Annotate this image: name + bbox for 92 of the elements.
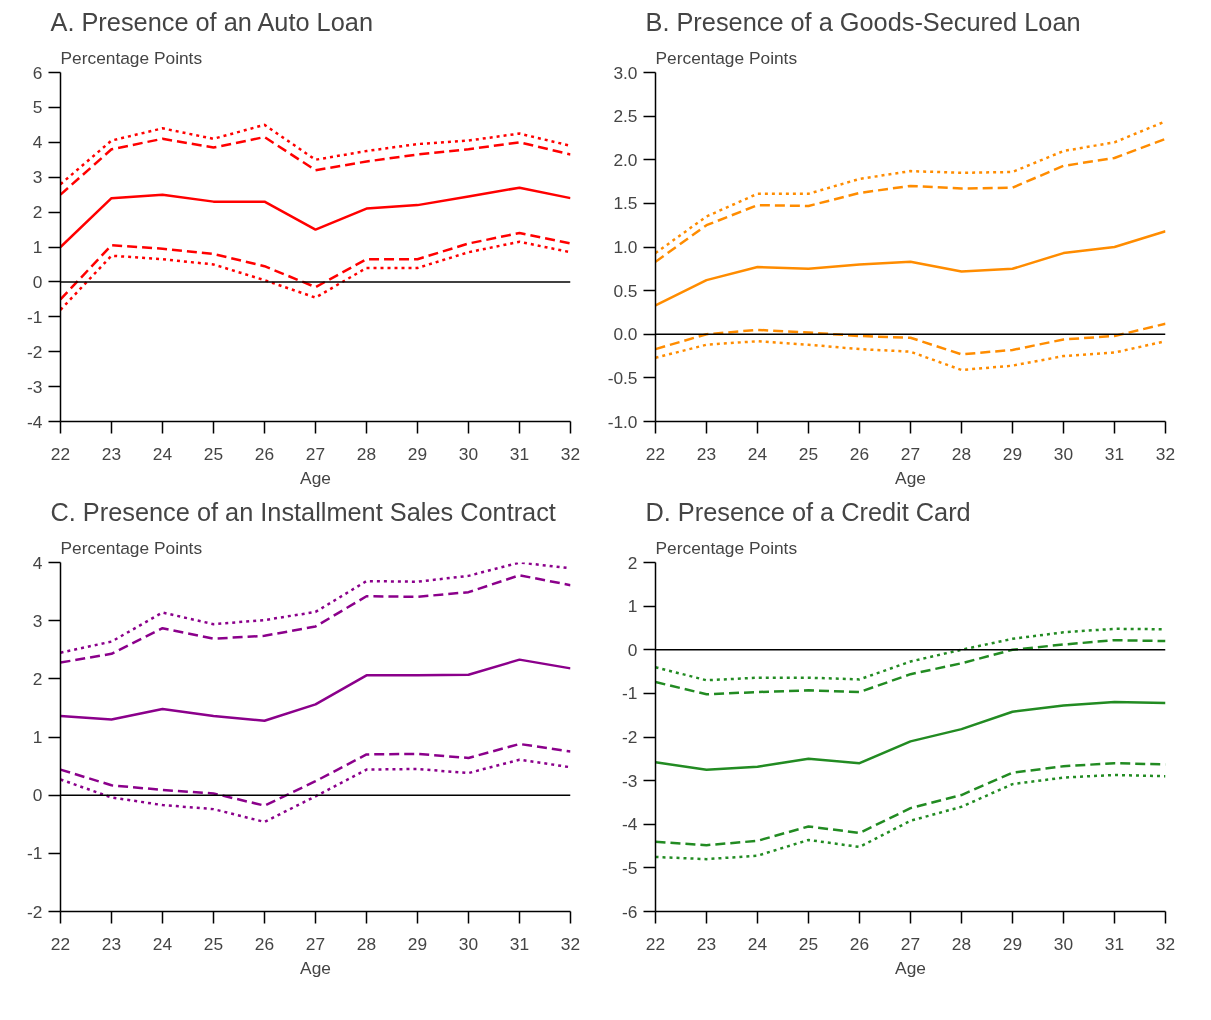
y-tick-label: 0 — [627, 639, 638, 660]
x-tick-label: 30 — [458, 933, 479, 954]
x-tick-label: 29 — [1002, 933, 1023, 954]
x-tick-label: 25 — [798, 933, 819, 954]
x-tick-label: 30 — [1053, 443, 1074, 464]
chart-title: D. Presence of a Credit Card — [645, 497, 971, 526]
y-tick-label: 4 — [32, 552, 43, 573]
x-tick-label: 31 — [1104, 933, 1125, 954]
y-tick-label: 3 — [32, 610, 43, 631]
y-tick-label: 1 — [627, 596, 638, 617]
x-tick-label: 31 — [1104, 443, 1125, 464]
x-tick-label: 23 — [696, 443, 717, 464]
x-axis-title: Age — [300, 957, 331, 978]
y-tick-label: -3 — [27, 376, 43, 397]
y-tick-label: -1 — [27, 306, 43, 327]
x-tick-label: 24 — [152, 443, 173, 464]
x-tick-label: 22 — [645, 443, 666, 464]
x-tick-label: 24 — [747, 443, 768, 464]
y-tick-label: 0.5 — [613, 280, 638, 301]
y-axis-title: Percentage Points — [60, 47, 203, 68]
y-tick-label: 6 — [32, 62, 43, 83]
x-tick-label: 32 — [560, 443, 581, 464]
x-axis-title: Age — [300, 467, 331, 488]
y-tick-label: -3 — [622, 770, 638, 791]
y-tick-label: 1.0 — [613, 237, 638, 257]
x-tick-label: 32 — [1155, 443, 1176, 464]
x-tick-label: 31 — [509, 443, 530, 464]
y-tick-label: 1 — [32, 727, 43, 747]
y-tick-label: 2.5 — [613, 106, 638, 127]
x-tick-label: 28 — [356, 933, 377, 954]
x-tick-label: 25 — [203, 443, 224, 464]
chart-title: C. Presence of an Installment Sales Contract — [50, 497, 556, 526]
x-tick-label: 29 — [407, 443, 428, 464]
x-tick-label: 28 — [951, 933, 972, 954]
y-tick-label: -5 — [622, 857, 638, 878]
x-tick-label: 24 — [747, 933, 768, 954]
y-tick-label: 2 — [627, 552, 638, 573]
x-tick-label: 23 — [696, 933, 717, 954]
y-tick-label: 1 — [32, 237, 43, 257]
y-tick-label: 2 — [32, 668, 43, 689]
x-tick-label: 25 — [798, 443, 819, 464]
x-tick-label: 30 — [458, 443, 479, 464]
x-tick-label: 22 — [50, 933, 71, 954]
x-tick-label: 27 — [305, 443, 326, 464]
y-tick-label: 5 — [32, 97, 43, 118]
y-tick-label: 0 — [32, 271, 43, 292]
y-tick-label: -6 — [622, 901, 638, 922]
x-axis-title: Age — [895, 957, 926, 978]
x-tick-label: 28 — [951, 443, 972, 464]
x-tick-label: 22 — [645, 933, 666, 954]
y-tick-label: -2 — [27, 341, 43, 362]
x-tick-label: 25 — [203, 933, 224, 954]
x-tick-label: 28 — [356, 443, 377, 464]
y-tick-label: 1.5 — [613, 193, 638, 214]
x-tick-label: 24 — [152, 933, 173, 954]
y-tick-label: -2 — [27, 901, 43, 922]
x-tick-label: 23 — [101, 443, 122, 464]
y-tick-label: 2 — [32, 202, 43, 223]
y-axis-title: Percentage Points — [655, 47, 798, 68]
y-tick-label: 4 — [32, 132, 43, 153]
y-tick-label: -0.5 — [607, 367, 638, 388]
y-tick-label: 3.0 — [613, 62, 638, 83]
y-tick-label: -1 — [27, 843, 43, 864]
y-tick-label: -1.0 — [607, 411, 638, 432]
x-tick-label: 29 — [1002, 443, 1023, 464]
y-tick-label: -4 — [27, 411, 43, 432]
x-tick-label: 26 — [849, 443, 870, 464]
x-tick-label: 32 — [1155, 933, 1176, 954]
x-tick-label: 29 — [407, 933, 428, 954]
x-tick-label: 32 — [560, 933, 581, 954]
y-axis-title: Percentage Points — [655, 537, 798, 558]
y-tick-label: 0.0 — [613, 324, 638, 345]
x-tick-label: 26 — [254, 443, 275, 464]
x-tick-label: 27 — [305, 933, 326, 954]
y-tick-label: 3 — [32, 167, 43, 188]
x-tick-label: 23 — [101, 933, 122, 954]
x-tick-label: 27 — [900, 933, 921, 954]
y-tick-label: -2 — [622, 727, 638, 747]
x-tick-label: 26 — [849, 933, 870, 954]
x-tick-label: 31 — [509, 933, 530, 954]
x-axis-title: Age — [895, 467, 926, 488]
y-axis-title: Percentage Points — [60, 537, 203, 558]
y-tick-label: -1 — [622, 683, 638, 704]
x-tick-label: 27 — [900, 443, 921, 464]
y-tick-label: -4 — [622, 814, 638, 835]
x-tick-label: 30 — [1053, 933, 1074, 954]
chart-title: B. Presence of a Goods-Secured Loan — [645, 7, 1081, 36]
x-tick-label: 22 — [50, 443, 71, 464]
y-tick-label: 2.0 — [613, 149, 638, 170]
y-tick-label: 0 — [32, 785, 43, 806]
chart-title: A. Presence of an Auto Loan — [50, 7, 373, 36]
x-tick-label: 26 — [254, 933, 275, 954]
